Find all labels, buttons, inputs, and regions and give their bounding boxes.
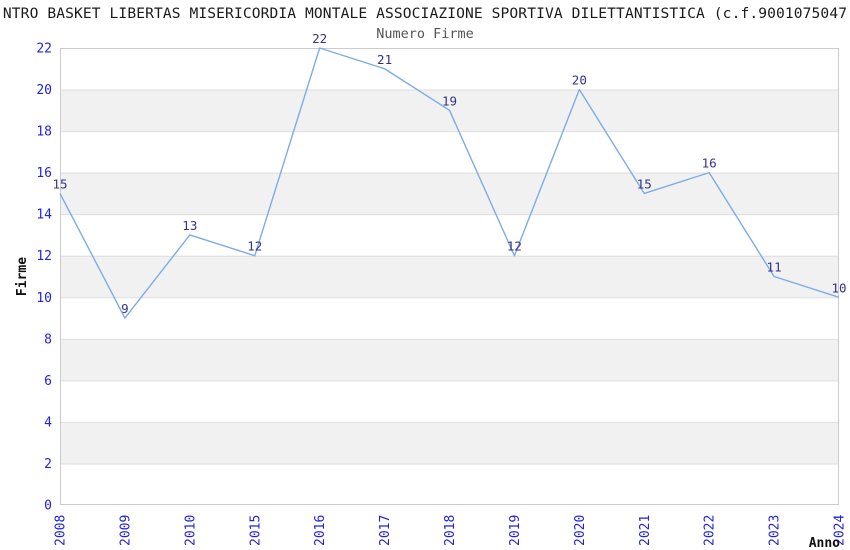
x-tick-label: 2022 [703,515,718,546]
series-line [59,47,840,319]
x-tick-label: 2008 [54,515,69,546]
x-tick-label: 2020 [573,515,588,546]
data-label: 16 [702,156,717,171]
y-tick-label: 4 [44,415,52,430]
y-axis-title: Firme [15,257,30,296]
data-label: 15 [637,176,652,191]
x-tick-label: 2018 [443,515,458,546]
data-label: 12 [247,239,262,254]
chart-subtitle: Numero Firme [376,26,474,42]
data-label: 21 [377,52,392,67]
y-tick-label: 22 [36,42,52,57]
x-tick-label: 2010 [183,515,198,546]
data-label: 15 [52,176,67,191]
y-tick-label: 14 [36,208,52,223]
y-tick-label: 18 [36,125,52,140]
data-label: 9 [121,301,129,316]
y-tick-label: 12 [36,249,52,264]
data-label: 13 [182,218,197,233]
y-tick-label: 10 [36,291,52,306]
chart-band [60,421,839,464]
data-label: 22 [312,31,327,46]
data-label: 19 [442,93,457,108]
data-label: 11 [767,260,782,275]
y-tick-label: 20 [36,83,52,98]
x-tick-label: 2019 [508,515,523,546]
x-tick-label: 2017 [378,515,393,546]
x-tick-label: 2023 [768,515,783,546]
y-tick-label: 8 [44,332,52,347]
data-label: 20 [572,73,587,88]
data-label: 10 [831,280,846,295]
plot-border [60,48,839,505]
chart-band [60,172,839,215]
x-tick-label: 2015 [248,515,263,546]
y-tick-label: 16 [36,166,52,181]
x-tick-label: 2009 [118,515,133,546]
y-tick-label: 6 [44,374,52,389]
chart-band [60,255,839,298]
data-label: 12 [507,239,522,254]
x-tick-label: 2021 [638,515,653,546]
y-tick-label: 2 [44,457,52,472]
x-axis-title: Anno [809,536,840,550]
x-tick-label: 2024 [833,515,848,546]
x-tick-label: 2016 [313,515,328,546]
chart-title: NTRO BASKET LIBERTAS MISERICORDIA MONTAL… [0,5,850,23]
chart-band [60,338,839,381]
chart-title-text: NTRO BASKET LIBERTAS MISERICORDIA MONTAL… [2,5,848,22]
y-tick-label: 0 [44,499,52,514]
